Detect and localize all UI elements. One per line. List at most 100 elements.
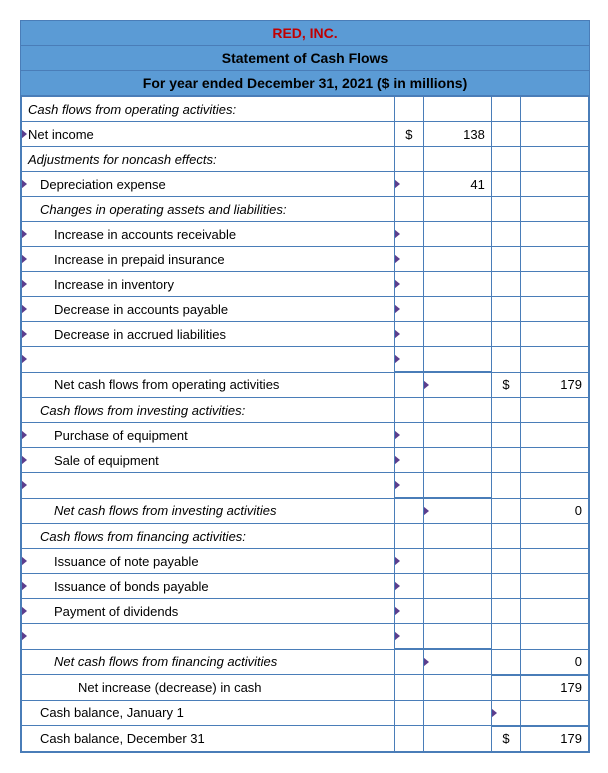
table-row: Cash flows from operating activities: [22, 97, 589, 122]
currency-symbol [394, 649, 423, 675]
row-label: Depreciation expense [22, 172, 395, 197]
row-label: Adjustments for noncash effects: [22, 147, 395, 172]
amount-value [521, 398, 589, 423]
currency-symbol [394, 700, 423, 726]
row-label: Sale of equipment [22, 448, 395, 473]
table-row: Issuance of note payable [22, 549, 589, 574]
currency-symbol [394, 675, 423, 701]
amount-value [424, 649, 492, 675]
currency-symbol [491, 624, 520, 650]
table-row: Increase in accounts receivable [22, 222, 589, 247]
currency-symbol [394, 222, 423, 247]
currency-symbol [491, 524, 520, 549]
amount-value [424, 726, 492, 752]
row-label: Cash balance, January 1 [22, 700, 395, 726]
table-row: Issuance of bonds payable [22, 574, 589, 599]
row-label: Cash balance, December 31 [22, 726, 395, 752]
currency-symbol [394, 147, 423, 172]
currency-symbol [394, 297, 423, 322]
amount-value: 0 [521, 498, 589, 524]
amount-value [521, 423, 589, 448]
table-row [22, 624, 589, 650]
amount-value [521, 524, 589, 549]
row-label: Net cash flows from financing activities [22, 649, 395, 675]
amount-value [424, 247, 492, 272]
amount-value [424, 473, 492, 499]
currency-symbol [394, 498, 423, 524]
table-row: Decrease in accrued liabilities [22, 322, 589, 347]
table-row: Depreciation expense41 [22, 172, 589, 197]
currency-symbol [491, 172, 520, 197]
row-label: Net cash flows from operating activities [22, 372, 395, 398]
row-label: Net increase (decrease) in cash [22, 675, 395, 701]
currency-symbol [394, 473, 423, 499]
amount-value [521, 624, 589, 650]
table-row: Net cash flows from investing activities… [22, 498, 589, 524]
amount-value [521, 197, 589, 222]
amount-value: 138 [424, 122, 492, 147]
company-name: RED, INC. [21, 21, 589, 46]
amount-value [424, 423, 492, 448]
amount-value [424, 448, 492, 473]
amount-value [424, 147, 492, 172]
currency-symbol [394, 423, 423, 448]
currency-symbol: $ [491, 726, 520, 752]
amount-value [424, 372, 492, 398]
cash-flow-statement: RED, INC. Statement of Cash Flows For ye… [20, 20, 590, 753]
statement-period: For year ended December 31, 2021 ($ in m… [21, 71, 589, 96]
row-label [22, 624, 395, 650]
table-row [22, 347, 589, 373]
currency-symbol [491, 147, 520, 172]
amount-value [521, 347, 589, 373]
table-row: Increase in inventory [22, 272, 589, 297]
amount-value [424, 97, 492, 122]
row-label: Payment of dividends [22, 599, 395, 624]
amount-value: 0 [521, 649, 589, 675]
amount-value [424, 675, 492, 701]
currency-symbol [491, 649, 520, 675]
amount-value [521, 574, 589, 599]
currency-symbol [394, 272, 423, 297]
currency-symbol [491, 675, 520, 701]
currency-symbol [394, 347, 423, 373]
currency-symbol [394, 599, 423, 624]
currency-symbol: $ [394, 122, 423, 147]
row-label: Changes in operating assets and liabilit… [22, 197, 395, 222]
row-label: Issuance of note payable [22, 549, 395, 574]
currency-symbol [491, 122, 520, 147]
amount-value [424, 549, 492, 574]
currency-symbol [394, 524, 423, 549]
amount-value [424, 574, 492, 599]
amount-value: 179 [521, 372, 589, 398]
table-row: Payment of dividends [22, 599, 589, 624]
currency-symbol [394, 624, 423, 650]
currency-symbol [491, 574, 520, 599]
amount-value [424, 398, 492, 423]
row-label [22, 347, 395, 373]
currency-symbol [491, 498, 520, 524]
amount-value [424, 322, 492, 347]
amount-value [424, 624, 492, 650]
currency-symbol [491, 297, 520, 322]
currency-symbol [394, 197, 423, 222]
amount-value [424, 222, 492, 247]
currency-symbol: $ [491, 372, 520, 398]
currency-symbol [491, 599, 520, 624]
currency-symbol [394, 574, 423, 599]
currency-symbol [491, 197, 520, 222]
currency-symbol [394, 247, 423, 272]
table-row: Changes in operating assets and liabilit… [22, 197, 589, 222]
table-row: Adjustments for noncash effects: [22, 147, 589, 172]
currency-symbol [491, 322, 520, 347]
table-row [22, 473, 589, 499]
amount-value: 179 [521, 726, 589, 752]
row-label: Increase in prepaid insurance [22, 247, 395, 272]
table-row: Increase in prepaid insurance [22, 247, 589, 272]
table-row: Cash balance, December 31 $179 [22, 726, 589, 752]
table-row: Purchase of equipment [22, 423, 589, 448]
row-label [22, 473, 395, 499]
statement-title: Statement of Cash Flows [21, 46, 589, 71]
amount-value [521, 297, 589, 322]
currency-symbol [491, 448, 520, 473]
table-row: Net cash flows from operating activities… [22, 372, 589, 398]
